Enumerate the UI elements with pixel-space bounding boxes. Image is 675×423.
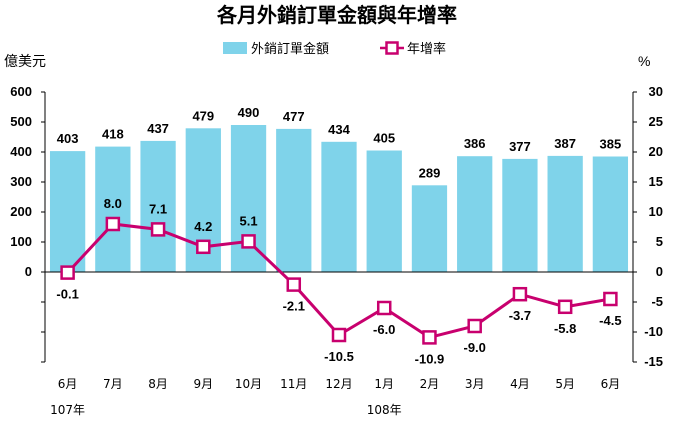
left-tick-label: 0	[25, 264, 32, 279]
bar-value-label: 387	[554, 136, 576, 151]
category-label: 9月	[193, 377, 213, 391]
bar-value-label: 479	[192, 108, 214, 123]
category-label: 11月	[280, 377, 307, 391]
bar	[140, 140, 176, 272]
line-value-label: -6.0	[373, 322, 395, 337]
line-marker	[105, 216, 121, 232]
right-tick-label: 5	[656, 234, 663, 249]
bar	[49, 151, 86, 272]
line-value-label: 7.1	[149, 201, 167, 216]
line-value-label: -10.9	[415, 351, 445, 366]
category-label: 7月	[103, 377, 123, 391]
year-label: 107年	[50, 403, 85, 417]
bar-value-label: 418	[102, 127, 124, 142]
legend-bar-label: 外銷訂單金額	[251, 41, 329, 57]
line-value-label: 4.2	[194, 219, 212, 234]
category-label: 12月	[325, 377, 352, 391]
legend-line-marker	[385, 41, 399, 55]
bar-value-label: 490	[238, 105, 260, 120]
bar	[547, 155, 583, 272]
left-tick-label: 400	[10, 144, 32, 159]
category-label: 4月	[510, 377, 530, 391]
right-tick-label: 20	[649, 144, 663, 159]
left-unit-label: 億美元	[4, 53, 46, 69]
category-label: 5月	[555, 377, 575, 391]
bar-value-label: 377	[509, 139, 531, 154]
bar-value-label: 403	[57, 131, 79, 146]
left-tick-label: 500	[10, 114, 32, 129]
right-tick-label: 30	[649, 84, 663, 99]
chart-title: 各月外銷訂單金額與年增率	[216, 3, 457, 27]
category-label: 6月	[58, 377, 78, 391]
line-marker	[512, 286, 528, 302]
left-tick-label: 200	[10, 204, 32, 219]
line-marker	[603, 291, 618, 307]
line-value-label: 8.0	[104, 196, 122, 211]
line-marker	[467, 318, 482, 334]
bar	[276, 128, 312, 272]
bar	[592, 156, 629, 272]
bar	[411, 185, 448, 272]
line-value-label: -2.1	[283, 299, 305, 314]
bar-value-label: 437	[147, 121, 169, 136]
right-tick-label: -10	[644, 324, 663, 339]
bar	[457, 156, 493, 272]
category-label: 8月	[148, 377, 168, 391]
line-marker	[286, 277, 302, 292]
left-tick-label: 600	[10, 84, 32, 99]
legend: 外銷訂單金額 年增率	[223, 41, 446, 57]
line-value-label: -0.1	[56, 287, 78, 302]
line-marker	[557, 299, 573, 315]
line-marker	[376, 300, 392, 316]
right-tick-label: 25	[649, 114, 663, 129]
line-marker	[196, 239, 211, 255]
line-marker	[331, 327, 347, 343]
line-value-label: -3.7	[509, 308, 531, 323]
right-tick-label: -15	[644, 354, 663, 369]
line-marker	[60, 265, 75, 280]
bar-value-label: 385	[600, 137, 622, 152]
legend-line-label: 年增率	[407, 41, 446, 57]
legend-bar-swatch	[223, 42, 247, 54]
plot-area: 403 418 437 479 490 477 434 405 289 386 377 387 385 0…	[10, 84, 663, 417]
bar-value-label: 289	[419, 165, 441, 180]
line-value-label: -10.5	[324, 349, 354, 364]
category-label: 10月	[235, 377, 262, 391]
right-tick-label: 15	[649, 174, 663, 189]
bar-value-label: 386	[464, 136, 486, 151]
category-label: 2月	[420, 377, 440, 391]
line-value-label: -9.0	[463, 340, 485, 355]
right-tick-label: 0	[656, 264, 663, 279]
bar-value-label: 434	[328, 122, 350, 137]
line-value-label: -4.5	[599, 313, 621, 328]
left-tick-label: 100	[10, 234, 32, 249]
left-tick-label: 300	[10, 174, 32, 189]
category-label: 6月	[601, 377, 621, 391]
bar	[95, 146, 131, 272]
line-value-label: 5.1	[239, 213, 257, 228]
bar	[321, 141, 357, 272]
year-label: 108年	[367, 403, 402, 417]
category-label: 1月	[374, 377, 394, 391]
line-marker	[422, 330, 437, 345]
line-marker	[241, 234, 256, 249]
category-label: 3月	[465, 377, 485, 391]
bar	[366, 150, 402, 272]
right-unit-label: %	[638, 53, 650, 69]
right-tick-label: -5	[651, 294, 663, 309]
bar-value-label: 477	[283, 109, 305, 124]
line-value-label: -5.8	[554, 321, 576, 336]
bar-value-label: 405	[373, 131, 395, 146]
right-tick-label: 10	[649, 204, 663, 219]
line-marker	[150, 222, 166, 237]
bar	[502, 158, 538, 272]
bar	[230, 125, 267, 272]
